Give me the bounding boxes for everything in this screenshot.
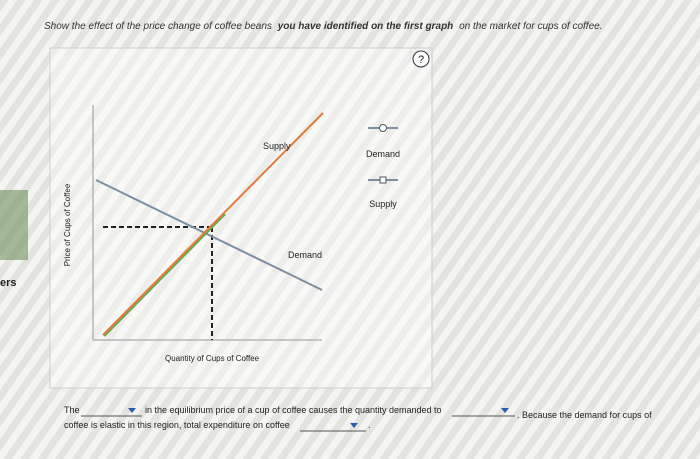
- legend-supply[interactable]: Supply: [368, 176, 398, 209]
- answer-text: .: [368, 420, 371, 430]
- sidebar-image: [0, 190, 28, 260]
- demand-label: Demand: [288, 250, 322, 260]
- dropdown-arrow[interactable]: [350, 423, 358, 428]
- legend-label[interactable]: Supply: [369, 199, 397, 209]
- legend-marker[interactable]: [379, 124, 387, 132]
- graph-panel: [49, 47, 433, 389]
- legend-label[interactable]: Demand: [366, 149, 400, 159]
- dropdown-arrow[interactable]: [128, 408, 136, 413]
- answer-text: . Because the demand for cups of: [517, 410, 652, 420]
- supply-curve-original: [103, 213, 226, 337]
- legend-demand[interactable]: Demand: [366, 124, 400, 160]
- help-button[interactable]: ?: [412, 50, 430, 68]
- sidebar-text: ers: [0, 277, 17, 289]
- instruction-part: on the market for cups of coffee.: [459, 21, 602, 32]
- instruction-bold: you have identified on the first graph: [277, 21, 454, 32]
- help-text[interactable]: ?: [418, 54, 424, 66]
- y-axis-label: Price of Cups of Coffee: [63, 183, 72, 266]
- dropdown[interactable]: [81, 408, 142, 417]
- dropdown[interactable]: [452, 408, 515, 417]
- legend-marker[interactable]: [379, 176, 387, 184]
- demand-curve: [95, 179, 323, 291]
- x-axis-label: Quantity of Cups of Coffee: [165, 354, 260, 363]
- help-circle[interactable]: [412, 50, 430, 68]
- answer-text: The: [64, 405, 80, 415]
- supply-curve: [102, 112, 324, 336]
- dropdown[interactable]: [300, 423, 366, 432]
- instruction: Show the effect of the price change of c…: [44, 21, 603, 32]
- answer-text: in the equilibrium price of a cup of cof…: [145, 405, 442, 415]
- supply-label: Supply: [263, 141, 291, 151]
- answer-text: coffee is elastic in this region, total …: [64, 420, 290, 430]
- dropdown-arrow[interactable]: [501, 408, 509, 413]
- instruction-part: Show the effect of the price change of c…: [44, 21, 272, 32]
